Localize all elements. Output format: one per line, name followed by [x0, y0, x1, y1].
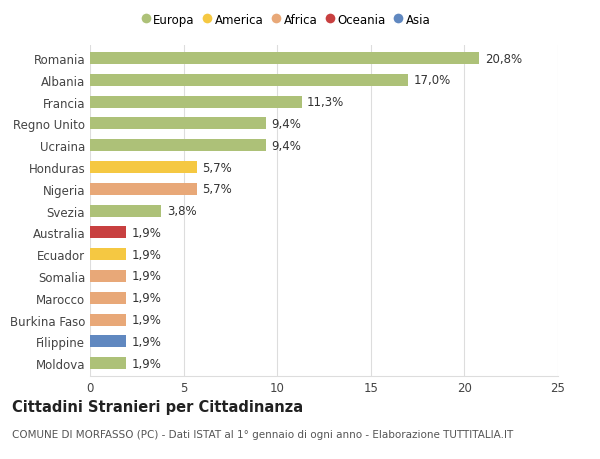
Bar — [90, 270, 125, 282]
Text: 3,8%: 3,8% — [167, 205, 196, 218]
Text: 17,0%: 17,0% — [414, 74, 451, 87]
Text: 1,9%: 1,9% — [131, 291, 161, 305]
Text: COMUNE DI MORFASSO (PC) - Dati ISTAT al 1° gennaio di ogni anno - Elaborazione T: COMUNE DI MORFASSO (PC) - Dati ISTAT al … — [12, 429, 513, 439]
Bar — [90, 96, 302, 108]
Text: 5,7%: 5,7% — [202, 161, 232, 174]
Text: 9,4%: 9,4% — [272, 140, 301, 152]
Bar — [90, 184, 197, 196]
Text: 1,9%: 1,9% — [131, 313, 161, 326]
Bar — [90, 358, 125, 369]
Bar — [90, 162, 197, 174]
Text: 20,8%: 20,8% — [485, 52, 522, 66]
Text: 1,9%: 1,9% — [131, 335, 161, 348]
Bar — [90, 118, 266, 130]
Text: 11,3%: 11,3% — [307, 96, 344, 109]
Bar — [90, 227, 125, 239]
Bar — [90, 336, 125, 347]
Text: 5,7%: 5,7% — [202, 183, 232, 196]
Legend: Europa, America, Africa, Oceania, Asia: Europa, America, Africa, Oceania, Asia — [138, 9, 435, 31]
Text: Cittadini Stranieri per Cittadinanza: Cittadini Stranieri per Cittadinanza — [12, 399, 303, 414]
Bar — [90, 205, 161, 217]
Text: 9,4%: 9,4% — [272, 118, 301, 131]
Bar — [90, 53, 479, 65]
Text: 1,9%: 1,9% — [131, 357, 161, 370]
Bar — [90, 292, 125, 304]
Text: 1,9%: 1,9% — [131, 226, 161, 239]
Bar — [90, 249, 125, 261]
Bar — [90, 75, 408, 87]
Bar — [90, 140, 266, 152]
Text: 1,9%: 1,9% — [131, 248, 161, 261]
Text: 1,9%: 1,9% — [131, 270, 161, 283]
Bar — [90, 314, 125, 326]
